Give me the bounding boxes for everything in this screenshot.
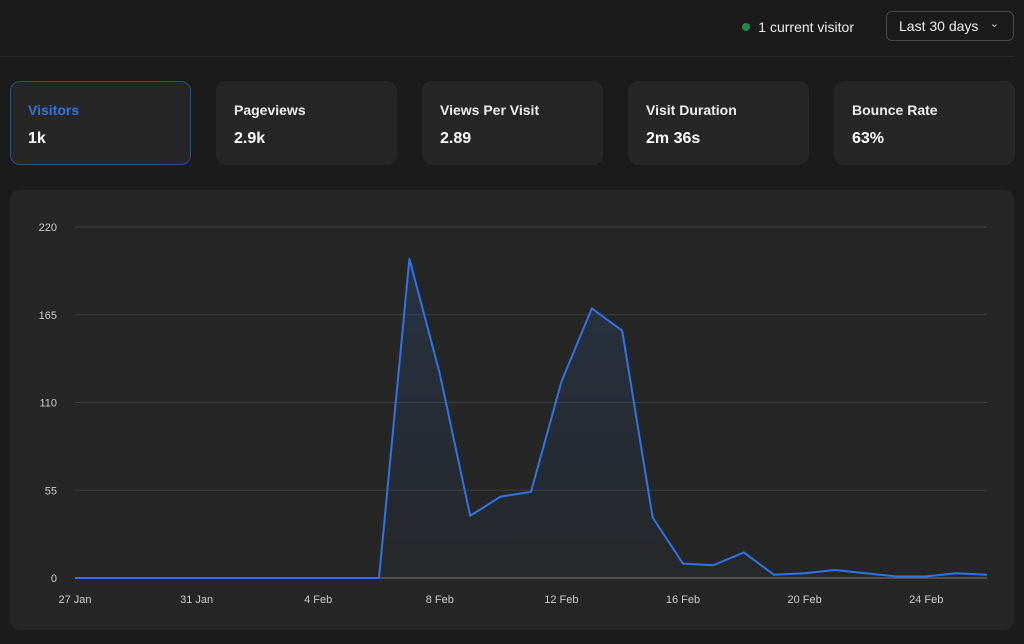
data-point-5-feb[interactable] [343,572,355,584]
data-point-12-feb[interactable] [555,376,567,388]
metric-card-pageviews[interactable]: Pageviews 2.9k [216,81,397,165]
data-point-21-feb[interactable] [829,564,841,576]
data-point-24-feb[interactable] [920,570,932,582]
data-point-23-feb[interactable] [890,570,902,582]
data-point-29-jan[interactable] [130,572,142,584]
metric-label: Visitors [28,102,80,118]
metric-card-views-per-visit[interactable]: Views Per Visit 2.89 [422,81,603,165]
metric-card-visitors[interactable]: Visitors 1k [10,81,191,165]
x-tick-label: 24 Feb [909,594,943,606]
date-range-select[interactable]: Last 30 days ⌄ [886,11,1014,41]
data-point-20-feb[interactable] [799,567,811,579]
metric-label: Bounce Rate [852,102,938,118]
data-point-7-feb[interactable] [403,253,415,265]
data-point-28-jan[interactable] [99,572,111,584]
metric-label: Visit Duration [646,102,737,118]
area-fill [75,258,987,578]
data-point-16-feb[interactable] [677,558,689,570]
data-point-26-feb[interactable] [981,569,993,581]
y-tick-label: 0 [51,573,57,585]
x-tick-label: 8 Feb [426,594,454,606]
x-tick-label: 27 Jan [58,594,91,606]
chevron-down-icon: ⌄ [989,18,999,30]
data-point-3-feb[interactable] [282,572,294,584]
x-tick-label: 20 Feb [787,594,821,606]
x-tick-label: 16 Feb [666,594,700,606]
metric-cards: Visitors 1k Pageviews 2.9k Views Per Visit 2.… [10,81,1015,165]
metric-label: Views Per Visit [440,102,540,118]
x-tick-label: 12 Feb [544,594,578,606]
data-point-11-feb[interactable] [525,486,537,498]
visitors-line [75,257,988,579]
current-visitors: 1 current visitor [742,19,854,35]
metric-card-bounce-rate[interactable]: Bounce Rate 63% [834,81,1015,165]
data-point-6-feb[interactable] [373,572,385,584]
data-point-17-feb[interactable] [707,559,719,571]
visitors-chart: 0 55 110 165 220 27 Jan 31 Jan 4 Feb 8 Feb 12 Feb… [39,222,993,606]
data-point-30-jan[interactable] [160,572,172,584]
data-point-27-jan[interactable] [69,572,81,584]
metric-label: Pageviews [234,102,306,118]
data-point-9-feb[interactable] [464,510,476,522]
data-point-2-feb[interactable] [251,572,263,584]
live-dot-icon [742,23,751,31]
y-tick-label: 220 [39,222,57,234]
data-point-10-feb[interactable] [495,491,507,503]
metric-value: 1k [28,130,46,147]
date-range-label: Last 30 days [899,18,979,34]
data-point-22-feb[interactable] [859,567,871,579]
data-point-31-jan[interactable] [191,572,203,584]
data-point-4-feb[interactable] [312,572,324,584]
metric-value: 2.9k [234,130,266,147]
x-tick-label: 31 Jan [180,594,213,606]
current-visitors-label: 1 current visitor [758,19,854,35]
data-point-14-feb[interactable] [616,325,628,337]
chart-panel: 0 55 110 165 220 27 Jan 31 Jan 4 Feb 8 Feb 12 Feb… [10,190,1014,630]
y-tick-label: 110 [39,398,57,410]
y-tick-label: 55 [45,485,57,497]
y-tick-label: 165 [39,310,57,322]
data-point-1-feb[interactable] [221,572,233,584]
data-point-13-feb[interactable] [586,302,598,314]
metric-value: 2.89 [440,130,472,147]
metric-value: 63% [852,130,885,147]
data-point-15-feb[interactable] [647,511,659,523]
x-tick-label: 4 Feb [304,594,332,606]
data-point-18-feb[interactable] [738,546,750,558]
metric-card-visit-duration[interactable]: Visit Duration 2m 36s [628,81,809,165]
metric-value: 2m 36s [646,130,701,147]
top-bar: 1 current visitor Last 30 days ⌄ [0,0,1014,57]
data-point-8-feb[interactable] [434,368,446,380]
data-point-25-feb[interactable] [951,567,963,579]
data-point-19-feb[interactable] [768,569,780,581]
